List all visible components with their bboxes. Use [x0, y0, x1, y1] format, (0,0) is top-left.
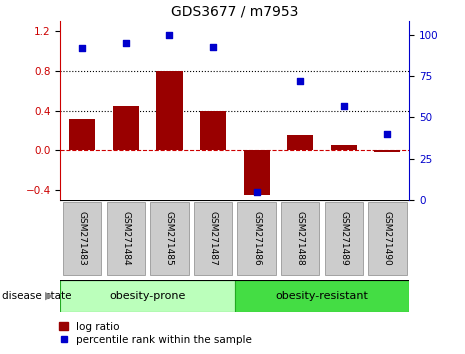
Text: disease state: disease state [2, 291, 72, 301]
Text: GSM271485: GSM271485 [165, 211, 174, 266]
Text: GSM271483: GSM271483 [78, 211, 87, 266]
Bar [374, 150, 400, 152]
Point [166, 32, 173, 38]
Text: GSM271490: GSM271490 [383, 211, 392, 266]
Bar [238, 201, 276, 275]
Bar [368, 201, 406, 275]
Text: GSM271486: GSM271486 [252, 211, 261, 266]
Title: GDS3677 / m7953: GDS3677 / m7953 [171, 5, 299, 19]
Bar [200, 110, 226, 150]
Bar [63, 201, 101, 275]
Legend: log ratio, percentile rank within the sample: log ratio, percentile rank within the sa… [56, 319, 255, 348]
Point [209, 44, 217, 49]
Text: ▶: ▶ [45, 291, 53, 301]
Text: GSM271488: GSM271488 [296, 211, 305, 266]
Bar [150, 201, 189, 275]
Point [253, 189, 260, 195]
Text: GSM271489: GSM271489 [339, 211, 348, 266]
Point [384, 131, 391, 137]
Bar [69, 119, 95, 150]
Bar [106, 201, 145, 275]
Bar [60, 280, 235, 312]
Point [340, 103, 347, 109]
Bar [287, 136, 313, 150]
Point [297, 78, 304, 84]
Point [122, 40, 130, 46]
Bar [331, 145, 357, 150]
Bar [156, 71, 182, 150]
Bar [194, 201, 232, 275]
Text: obesity-prone: obesity-prone [109, 291, 186, 301]
Bar [235, 280, 409, 312]
Bar [281, 201, 319, 275]
Text: obesity-resistant: obesity-resistant [276, 291, 368, 301]
Bar [325, 201, 363, 275]
Point [79, 45, 86, 51]
Text: GSM271484: GSM271484 [121, 211, 130, 266]
Text: GSM271487: GSM271487 [208, 211, 218, 266]
Bar [113, 105, 139, 150]
Bar [244, 150, 270, 195]
